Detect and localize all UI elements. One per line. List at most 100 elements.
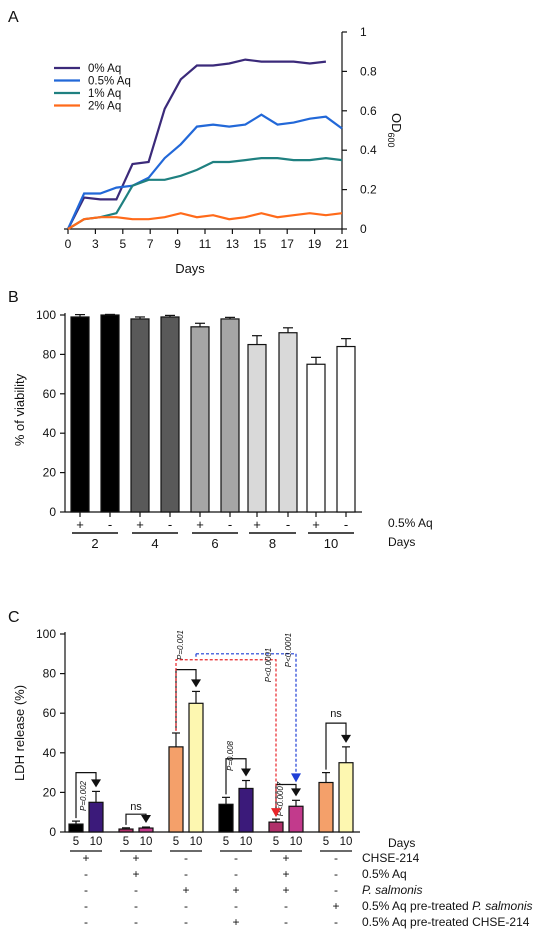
x-tick-label: 19 [308, 237, 322, 251]
bar [160, 316, 180, 513]
bar [278, 332, 298, 513]
condition-mark: + [82, 851, 89, 865]
significance-bracket [325, 722, 347, 770]
x-tick-label: 7 [147, 237, 154, 251]
series-line-2 [67, 156, 343, 230]
day-label: 5 [273, 836, 279, 848]
x-tick-label: 21 [335, 237, 349, 251]
legend-label: 0% Aq [88, 63, 121, 75]
group-label: 2 [91, 536, 98, 551]
y-axis-title: OD600 [386, 113, 404, 148]
treatment-mark: - [168, 517, 172, 532]
y-tick-label: 80 [43, 347, 57, 361]
series-line-1 [66, 113, 343, 230]
bar [338, 762, 354, 833]
y-tick-label: 0 [49, 505, 56, 519]
y-axis-title: LDH release (%) [12, 685, 27, 781]
day-label: 5 [173, 836, 179, 848]
x-tick-label: 9 [174, 237, 181, 251]
condition-mark: + [332, 899, 339, 913]
bar [118, 828, 134, 833]
y-tick-label: 0 [360, 222, 367, 236]
day-label: 10 [340, 836, 353, 848]
bracket-arrow [291, 788, 301, 797]
condition-mark: + [132, 851, 139, 865]
bar [168, 746, 184, 833]
treatment-mark: - [108, 517, 112, 532]
ns-label: ns [330, 708, 342, 720]
condition-mark: - [84, 899, 88, 913]
bar [138, 827, 154, 833]
y-tick-label: 60 [43, 387, 57, 401]
y-axis-title-main: OD [389, 113, 404, 133]
condition-mark: - [234, 867, 238, 881]
y-tick-label: 100 [36, 627, 56, 641]
treatment-mark: + [136, 517, 144, 532]
condition-label-species: P. salmonis [472, 899, 532, 913]
bar [306, 363, 326, 513]
treatment-mark: - [228, 517, 232, 532]
condition-mark: - [184, 851, 188, 865]
p-value-label: P=0.002 [79, 780, 88, 811]
condition-mark: - [234, 851, 238, 865]
y-axis-title: % of viability [12, 373, 27, 446]
bar [88, 801, 104, 833]
condition-label: 0.5% Aq pre-treated CHSE-214 [362, 915, 530, 929]
p-value-label: P<0.0007 [276, 781, 285, 816]
bracket-arrow [191, 679, 201, 688]
series-line-3 [67, 212, 343, 230]
bracket-arrow [91, 779, 101, 788]
condition-mark: - [184, 867, 188, 881]
legend-label: 0.5% Aq [88, 76, 131, 88]
significance-bracket [75, 772, 97, 819]
day-label: 5 [323, 836, 329, 848]
condition-mark: + [282, 851, 289, 865]
bracket-arrow [241, 768, 251, 777]
condition-label: 0.5% Aq [362, 867, 407, 881]
bar [288, 805, 304, 833]
p-value-label: P=0.008 [226, 740, 235, 771]
comparison-line-red [175, 659, 277, 810]
day-label: 5 [123, 836, 129, 848]
y-axis-title-subscript: 600 [386, 133, 396, 148]
bar [188, 702, 204, 833]
bar [68, 823, 84, 833]
day-label: 10 [290, 836, 303, 848]
condition-mark: + [132, 867, 139, 881]
panel-label-b: B [8, 289, 19, 306]
x-tick-label: 15 [253, 237, 267, 251]
group-label: 4 [151, 536, 158, 551]
ns-label: ns [130, 801, 142, 813]
group-axis-title: Days [388, 535, 415, 549]
comparison-arrow-red [271, 808, 281, 818]
days-label: Days [388, 836, 415, 850]
condition-mark: - [334, 883, 338, 897]
condition-mark: - [284, 915, 288, 929]
p-value-label: P=0.001 [176, 630, 185, 660]
day-label: 10 [240, 836, 253, 848]
condition-mark: - [134, 915, 138, 929]
bar [336, 345, 356, 513]
day-label: 10 [90, 836, 103, 848]
bar [268, 821, 284, 833]
condition-mark: - [234, 899, 238, 913]
day-label: 10 [190, 836, 203, 848]
y-tick-label: 0.8 [360, 64, 377, 78]
bar [100, 314, 120, 513]
y-tick-label: 0 [49, 825, 56, 839]
condition-mark: - [334, 915, 338, 929]
comparison-arrow-blue [291, 773, 301, 783]
bar [318, 781, 334, 833]
significance-bracket [225, 758, 247, 795]
bar [70, 316, 90, 513]
treatment-mark: + [76, 517, 84, 532]
y-tick-label: 20 [43, 785, 57, 799]
y-tick-label: 0.2 [360, 183, 377, 197]
y-tick-label: 100 [36, 308, 56, 322]
group-label: 6 [211, 536, 218, 551]
bar [218, 803, 234, 833]
p-value-label-red: P<0.0001 [264, 648, 273, 682]
x-axis-title: Days [175, 261, 205, 276]
y-tick-label: 0.6 [360, 104, 377, 118]
condition-mark: + [182, 883, 189, 897]
